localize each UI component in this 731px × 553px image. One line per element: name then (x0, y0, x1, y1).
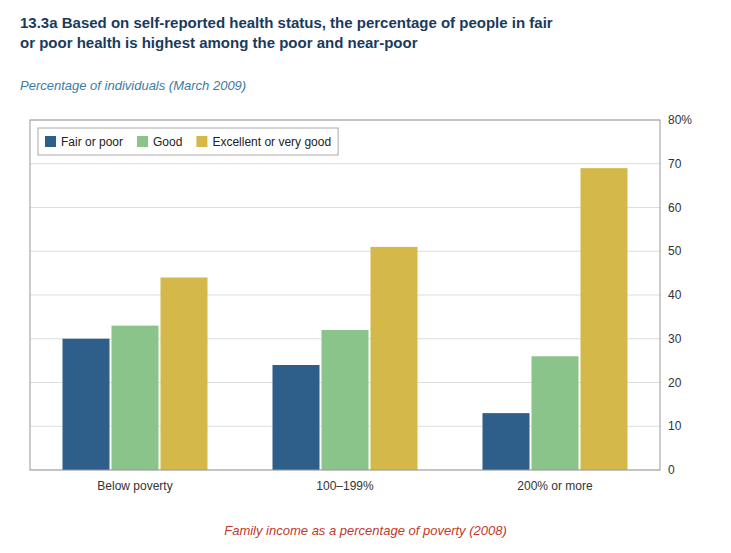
title-line: or poor health is highest among the poor… (20, 34, 418, 51)
grid-line (30, 251, 660, 252)
y-tick-label: 0 (668, 463, 675, 477)
y-tick-label: 60 (668, 201, 682, 215)
x-axis-label: Family income as a percentage of poverty… (224, 523, 507, 538)
legend: Fair or poor Good Excellent or very good (38, 128, 338, 155)
title: 13.3a Based on self-reported health stat… (20, 14, 553, 51)
legend-swatch (196, 136, 207, 147)
bar (63, 339, 110, 470)
bar (532, 356, 579, 470)
plot-frame (30, 120, 660, 470)
bars (63, 168, 628, 470)
legend-swatch (45, 136, 56, 147)
bar (483, 413, 530, 470)
bar (581, 168, 628, 470)
y-tick-label: 40 (668, 288, 682, 302)
legend-swatch (137, 136, 148, 147)
x-tick-label: 200% or more (517, 479, 593, 493)
grid-line (30, 295, 660, 296)
bar (273, 365, 320, 470)
y-tick-label: 10 (668, 419, 682, 433)
y-tick-label: 80% (668, 113, 692, 127)
bar (371, 247, 418, 470)
y-tick-label: 50 (668, 244, 682, 258)
x-tick-label: 100–199% (316, 479, 374, 493)
grid-line (30, 207, 660, 208)
legend-label: Excellent or very good (212, 135, 331, 149)
bar (112, 326, 159, 470)
bar (161, 278, 208, 471)
legend-label: Fair or poor (61, 135, 123, 149)
y-tick-label: 20 (668, 376, 682, 390)
grid (30, 120, 660, 470)
legend-box (38, 128, 338, 155)
legend-label: Good (153, 135, 182, 149)
subtitle: Percentage of individuals (March 2009) (20, 78, 246, 93)
grid-line (30, 163, 660, 164)
x-tick-label: Below poverty (97, 479, 172, 493)
bar (322, 330, 369, 470)
y-tick-label: 30 (668, 332, 682, 346)
y-tick-label: 70 (668, 157, 682, 171)
title-line: 13.3a Based on self-reported health stat… (20, 14, 553, 31)
